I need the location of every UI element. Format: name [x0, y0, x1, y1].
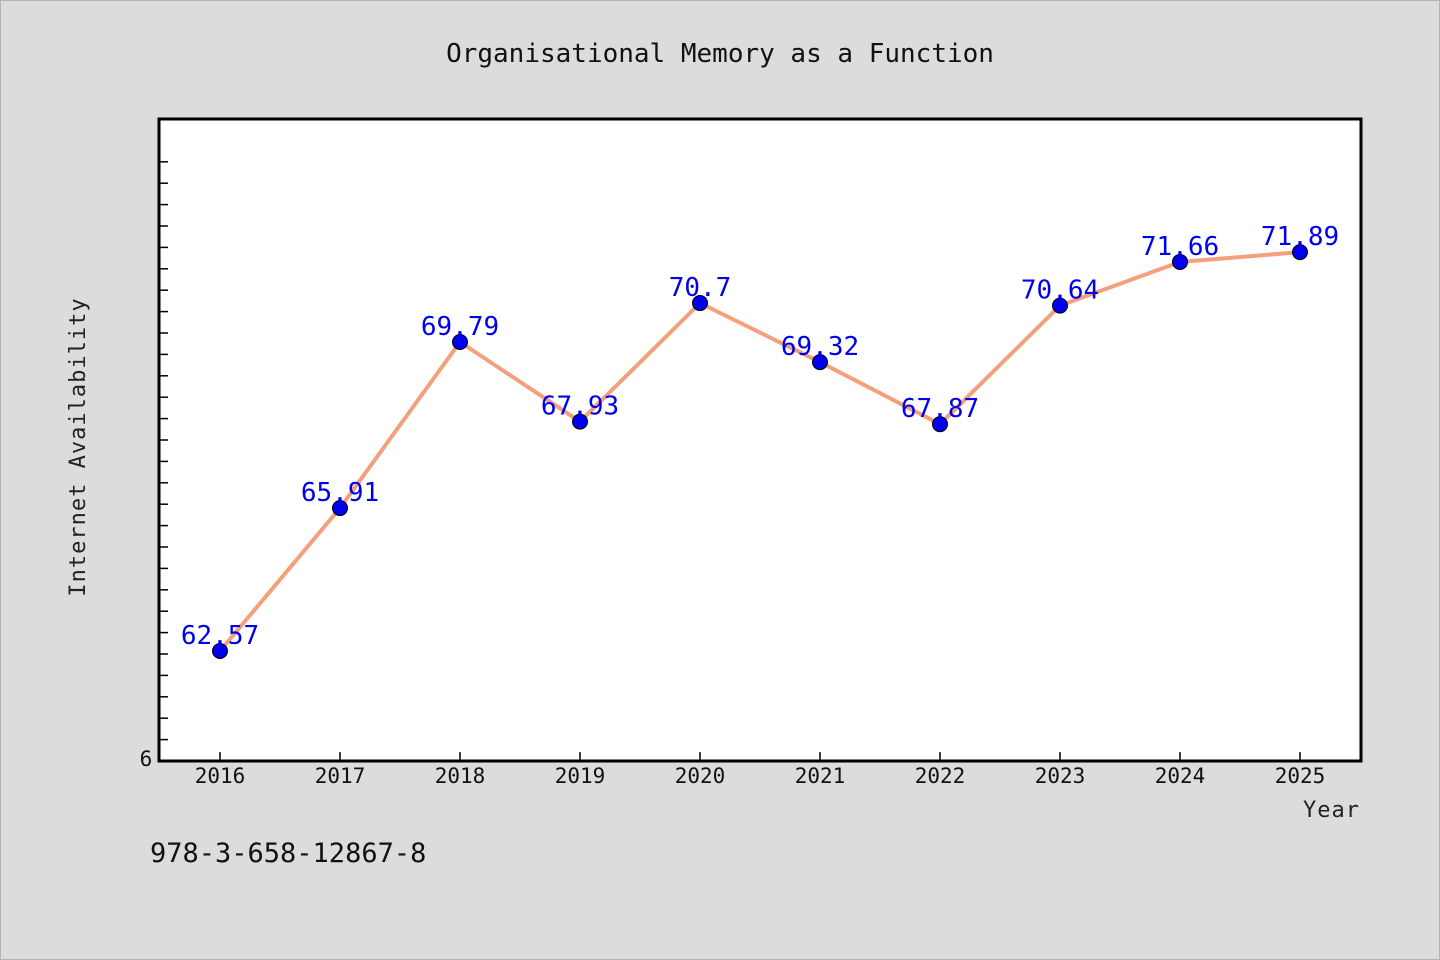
x-axis-ticks: 2016 2017 2018 2019 2020 2021 2022 2023 2024 2025	[195, 752, 1326, 788]
x-tick-label-2022: 2022	[915, 764, 966, 788]
data-point-2018	[452, 333, 468, 350]
footnote-isbn: 978-3-658-12867-8	[150, 838, 426, 869]
series-line	[218, 250, 1301, 653]
data-label-2017: 65.91	[301, 478, 379, 508]
x-tick-label-2019: 2019	[555, 764, 606, 788]
data-markers	[212, 244, 1308, 660]
data-point-2022	[932, 416, 948, 433]
x-tick-label-2021: 2021	[795, 764, 846, 788]
data-point-2021	[812, 354, 828, 371]
chart-title: Organisational Memory as a Function	[446, 39, 994, 69]
x-tick-label-2020: 2020	[675, 764, 726, 788]
x-tick-label-2016: 2016	[195, 764, 246, 788]
data-point-2023	[1052, 297, 1068, 314]
data-label-2024: 71.66	[1141, 232, 1219, 262]
data-label-2023: 70.64	[1021, 276, 1099, 306]
data-label-2021: 69.32	[781, 332, 859, 362]
data-point-2019	[572, 413, 588, 430]
x-axis-title: Year	[1303, 798, 1360, 823]
x-tick-label-2025: 2025	[1275, 764, 1326, 788]
x-tick-label-2017: 2017	[315, 764, 366, 788]
data-label-2020: 70.7	[669, 273, 732, 303]
y-axis-ticks	[159, 161, 168, 741]
y-tick-label: 6	[140, 747, 153, 771]
data-label-2022: 67.87	[901, 394, 979, 424]
data-label-2016: 62.57	[181, 621, 259, 651]
data-label-2019: 67.93	[541, 392, 619, 422]
data-labels: 62.57 65.91 69.79 67.93 70.7 69.32 67.87 70.64 7…	[181, 222, 1339, 651]
data-label-2018: 69.79	[421, 312, 499, 342]
y-axis-title: Internet Availability	[66, 297, 91, 596]
x-tick-label-2018: 2018	[435, 764, 486, 788]
data-point-2024	[1172, 253, 1188, 270]
plot-area	[157, 117, 1363, 763]
data-point-2017	[332, 500, 348, 517]
data-point-2020	[692, 295, 708, 312]
data-point-2025	[1292, 244, 1308, 261]
data-label-2025: 71.89	[1261, 222, 1339, 252]
data-point-2016	[212, 643, 228, 660]
x-tick-label-2024: 2024	[1155, 764, 1206, 788]
x-tick-label-2023: 2023	[1035, 764, 1086, 788]
